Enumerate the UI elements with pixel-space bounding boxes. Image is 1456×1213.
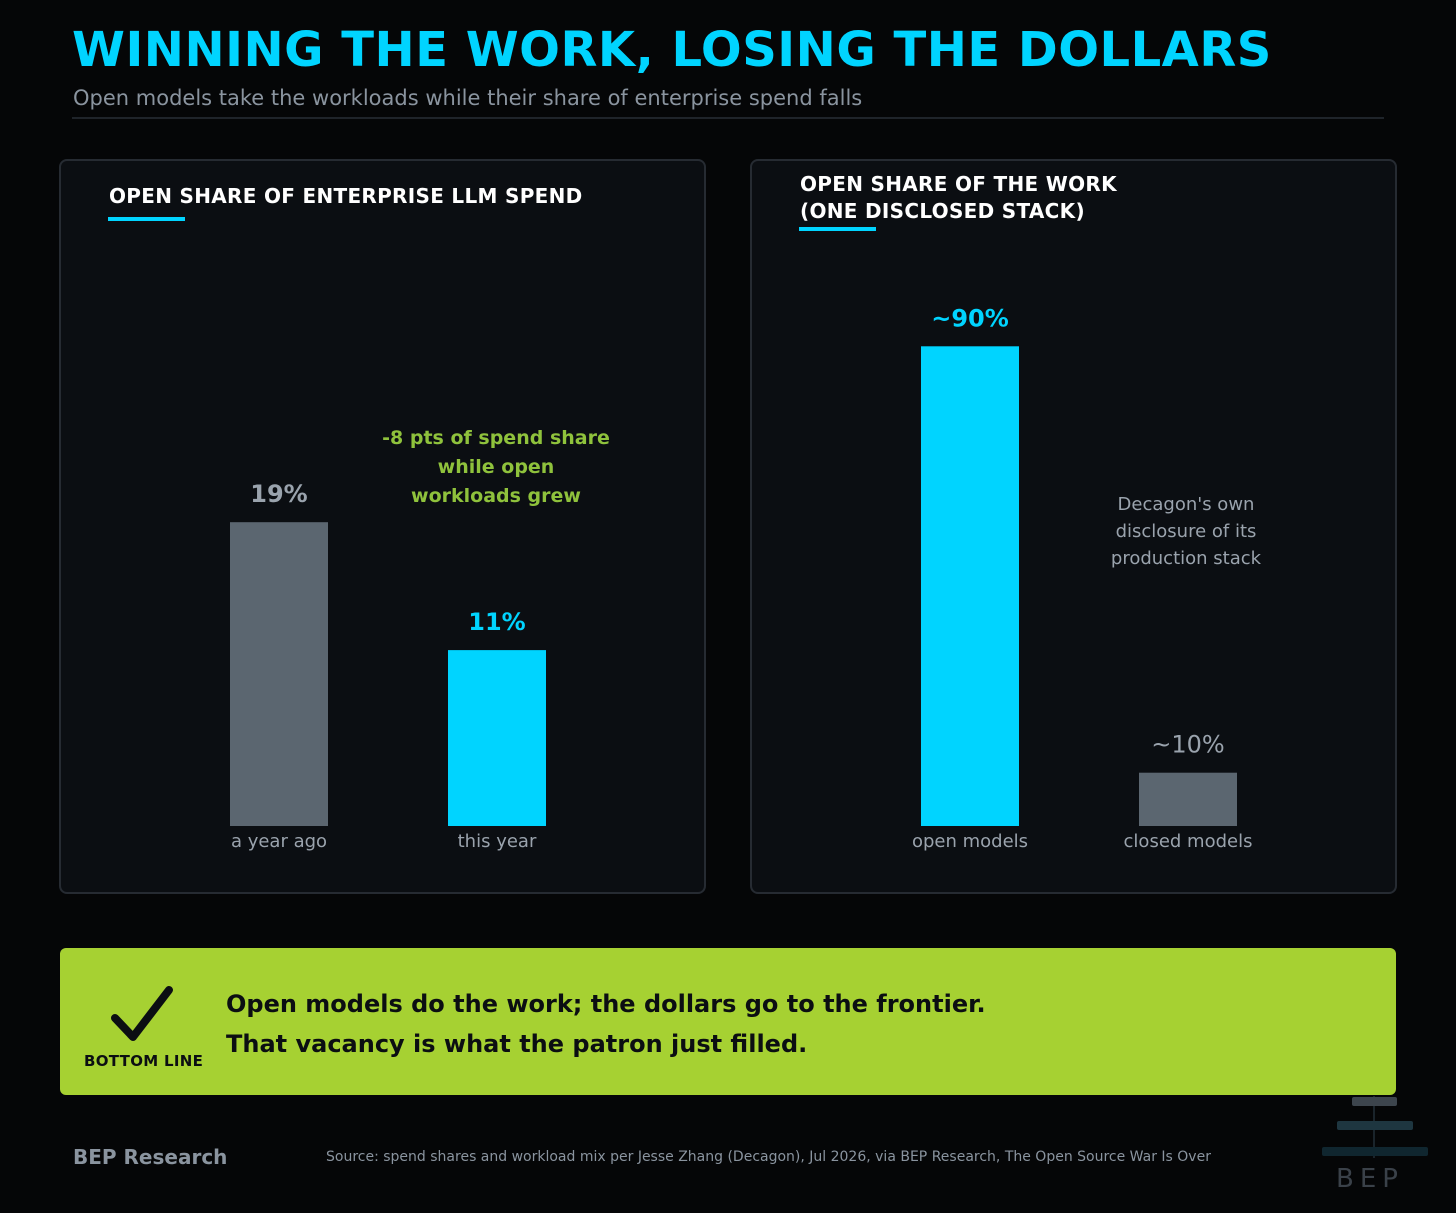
title-accent-bar bbox=[799, 227, 876, 231]
chart-title-line: OPEN SHARE OF ENTERPRISE LLM SPEND bbox=[109, 184, 583, 208]
logo-wordmark: BEP bbox=[1336, 1164, 1404, 1194]
category-label: closed models bbox=[1124, 831, 1253, 852]
bar-closed-models bbox=[1139, 772, 1237, 826]
chart-title-line: (ONE DISCLOSED STACK) bbox=[800, 199, 1085, 223]
value-label: 11% bbox=[468, 608, 525, 636]
category-label: open models bbox=[912, 831, 1028, 852]
value-label: 19% bbox=[250, 480, 307, 508]
category-label: this year bbox=[458, 831, 537, 852]
bar-a-year-ago bbox=[230, 522, 328, 826]
source-note: Source: spend shares and workload mix pe… bbox=[326, 1149, 1211, 1165]
work-share-panel: OPEN SHARE OF THE WORK (ONE DISCLOSED ST… bbox=[750, 159, 1397, 894]
page-subtitle: Open models take the workloads while the… bbox=[73, 86, 863, 110]
bep-logo-icon bbox=[1322, 1096, 1428, 1158]
value-label: ~90% bbox=[931, 304, 1009, 332]
checkmark-icon bbox=[111, 986, 173, 1041]
value-label: ~10% bbox=[1151, 731, 1224, 759]
bar-this-year bbox=[448, 650, 546, 826]
bottom-line-banner: BOTTOM LINE Open models do the work; the… bbox=[60, 948, 1396, 1095]
spend-share-chart: 19% a year ago 11% this year -8 pts of spend… bbox=[230, 427, 610, 852]
spend-drop-annotation: while open bbox=[438, 456, 555, 478]
note-line: disclosure of its bbox=[1115, 521, 1257, 542]
spend-share-chart-title: OPEN SHARE OF ENTERPRISE LLM SPEND bbox=[109, 183, 583, 210]
spend-share-panel: OPEN SHARE OF ENTERPRISE LLM SPEND 19% a … bbox=[59, 159, 706, 894]
bottom-line-label: BOTTOM LINE bbox=[84, 1052, 204, 1070]
title-accent-bar bbox=[108, 217, 185, 221]
chart-title-line: OPEN SHARE OF THE WORK bbox=[800, 172, 1117, 196]
note-line: Decagon's own bbox=[1117, 494, 1255, 515]
header-divider bbox=[72, 117, 1384, 119]
bar-open-models bbox=[921, 346, 1019, 826]
note-line: production stack bbox=[1110, 548, 1262, 569]
work-share-chart: ~90% open models ~10% closed models bbox=[912, 304, 1253, 852]
page-title: WINNING THE WORK, LOSING THE DOLLARS bbox=[72, 22, 1272, 78]
decagon-disclosure-note: Decagon's own disclosure of its producti… bbox=[1070, 491, 1302, 572]
work-share-chart-title: OPEN SHARE OF THE WORK (ONE DISCLOSED ST… bbox=[800, 171, 1117, 225]
bottom-line-sentence: That vacancy is what the patron just fil… bbox=[226, 1030, 808, 1058]
bottom-line-sentence: Open models do the work; the dollars go … bbox=[226, 990, 986, 1018]
spend-drop-annotation: -8 pts of spend share bbox=[382, 427, 610, 449]
category-label: a year ago bbox=[231, 831, 327, 852]
spend-drop-annotation: workloads grew bbox=[411, 485, 581, 507]
brand-name: BEP Research bbox=[73, 1145, 228, 1169]
bottom-line-text: Open models do the work; the dollars go … bbox=[226, 984, 986, 1064]
